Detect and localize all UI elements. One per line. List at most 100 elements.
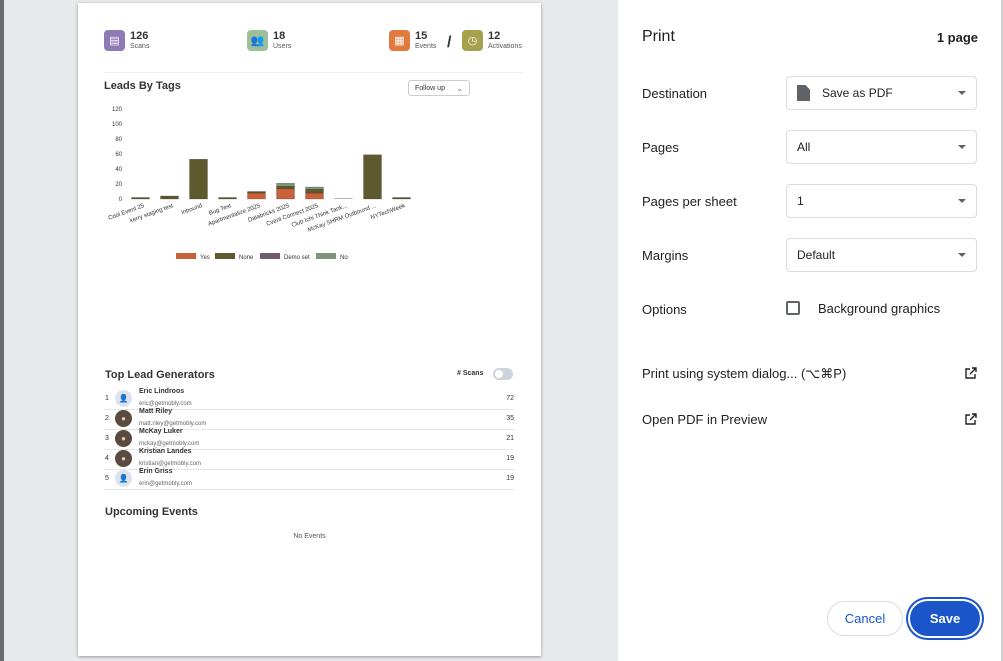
stat-events-label: Events xyxy=(415,43,437,50)
lead-email: erin@getmobly.com xyxy=(139,481,192,487)
legend-label: Yes xyxy=(200,255,210,261)
legend-swatch xyxy=(260,253,280,259)
legend-swatch xyxy=(215,253,235,259)
caret-down-icon xyxy=(958,145,966,149)
margins-value: Default xyxy=(797,248,836,262)
bar-segment xyxy=(189,159,208,200)
background-graphics-checkbox[interactable] xyxy=(786,301,800,315)
save-button[interactable]: Save xyxy=(910,601,980,636)
avatar: ● xyxy=(115,410,132,427)
lead-count: 19 xyxy=(506,455,514,462)
leads-by-tags-title: Leads By Tags xyxy=(104,80,181,92)
page-count: 1 page xyxy=(936,30,978,45)
destination-value: Save as PDF xyxy=(822,86,893,100)
cancel-button[interactable]: Cancel xyxy=(827,601,903,636)
no-events-text: No Events xyxy=(293,533,326,540)
margins-select[interactable]: Default xyxy=(786,238,977,272)
lead-rank: 1 xyxy=(105,395,109,402)
system-dialog-link[interactable]: Print using system dialog... (⌥⌘P) xyxy=(642,366,978,382)
window-edge xyxy=(1001,0,1003,661)
lead-row: 1 👤 Eric Lindroos eric@getmobly.com 72 xyxy=(104,388,514,410)
options-label: Options xyxy=(642,302,687,317)
lead-count: 21 xyxy=(506,435,514,442)
x-tick-label: Inbound xyxy=(181,203,203,216)
lead-count: 35 xyxy=(506,415,514,422)
legend-swatch xyxy=(316,253,336,259)
lead-name: Erin Griss xyxy=(139,468,173,475)
calendar-icon: ▦ xyxy=(389,30,410,51)
lead-email: kristian@getmobly.com xyxy=(139,461,201,467)
bar-segment xyxy=(305,189,324,194)
caret-down-icon xyxy=(958,199,966,203)
lead-email: eric@getmobly.com xyxy=(139,401,192,407)
pages-per-sheet-label: Pages per sheet xyxy=(642,194,737,209)
print-settings-panel: Print 1 page Destination Save as PDF Pag… xyxy=(618,0,1003,661)
document-icon xyxy=(797,85,810,101)
lead-rank: 4 xyxy=(105,455,109,462)
scans-toggle[interactable] xyxy=(493,368,513,380)
system-dialog-text: Print using system dialog... (⌥⌘P) xyxy=(642,366,847,381)
caret-down-icon xyxy=(958,253,966,257)
background-graphics-label[interactable]: Background graphics xyxy=(818,301,941,316)
lead-email: matt.riley@getmobly.com xyxy=(139,421,207,427)
open-pdf-preview-link[interactable]: Open PDF in Preview xyxy=(642,412,978,427)
pages-value: All xyxy=(797,140,811,154)
upcoming-events-title: Upcoming Events xyxy=(105,506,198,518)
bar-segment xyxy=(247,192,266,200)
stat-events: ▦ 15 Events xyxy=(389,30,436,51)
stat-scans-label: Scans xyxy=(130,43,150,50)
lead-row: 4 ● Kristian Landes kristian@getmobly.com 19 xyxy=(104,448,514,470)
pages-per-sheet-value: 1 xyxy=(797,194,804,208)
margins-label: Margins xyxy=(642,248,689,263)
stat-activations-value: 12 xyxy=(488,30,501,42)
lead-rank: 2 xyxy=(105,415,109,422)
chevron-down-icon: ⌄ xyxy=(456,83,463,93)
bar-segment xyxy=(363,154,382,200)
legend-swatch xyxy=(176,253,196,259)
lead-name: Eric Lindroos xyxy=(139,388,185,395)
stat-users-value: 18 xyxy=(273,30,286,42)
avatar: ● xyxy=(115,450,132,467)
lead-row: 3 ● McKay Luker mckay@getmobly.com 21 xyxy=(104,428,514,450)
y-tick-label: 20 xyxy=(115,182,122,188)
y-tick-label: 120 xyxy=(112,107,123,113)
lead-count: 72 xyxy=(506,395,514,402)
legend-label: No xyxy=(340,255,348,261)
legend-label: Demo set xyxy=(284,255,310,261)
destination-label: Destination xyxy=(642,86,708,101)
stat-separator: / xyxy=(447,34,452,51)
window-edge xyxy=(0,0,4,661)
avatar: 👤 xyxy=(115,470,132,487)
pages-label: Pages xyxy=(642,140,679,155)
stat-scans-value: 126 xyxy=(130,30,149,42)
bar-segment xyxy=(160,195,179,200)
pages-select[interactable]: All xyxy=(786,130,977,164)
destination-select[interactable]: Save as PDF xyxy=(786,76,977,110)
tag-filter-value: Follow up xyxy=(415,84,445,92)
y-tick-label: 40 xyxy=(115,167,122,173)
users-icon: 👥 xyxy=(247,30,268,51)
bar-segment xyxy=(334,198,353,199)
print-preview-area: ▤ 126 Scans 👥 18 Users ▦ 15 Events / ◷ 1… xyxy=(0,0,618,661)
bar-segment xyxy=(276,183,295,187)
open-external-icon xyxy=(965,367,977,379)
scans-toggle-label: # Scans xyxy=(457,370,484,377)
divider xyxy=(104,72,523,73)
stat-events-value: 15 xyxy=(415,30,428,42)
lead-email: mckay@getmobly.com xyxy=(139,441,200,447)
stat-users-label: Users xyxy=(273,43,292,50)
avatar: ● xyxy=(115,430,132,447)
stat-users: 👥 18 Users xyxy=(247,30,291,51)
bar-segment xyxy=(305,192,324,200)
print-title: Print xyxy=(642,28,675,45)
lead-name: Matt Riley xyxy=(139,408,173,415)
clock-icon: ◷ xyxy=(462,30,483,51)
open-external-icon xyxy=(965,413,977,425)
preview-page: ▤ 126 Scans 👥 18 Users ▦ 15 Events / ◷ 1… xyxy=(78,3,541,656)
y-tick-label: 80 xyxy=(115,137,122,143)
stat-activations-label: Activations xyxy=(488,43,522,50)
tag-filter-select[interactable]: Follow up ⌄ xyxy=(408,80,470,96)
lead-row: 5 👤 Erin Griss erin@getmobly.com 19 xyxy=(104,468,514,490)
pages-per-sheet-select[interactable]: 1 xyxy=(786,184,977,218)
